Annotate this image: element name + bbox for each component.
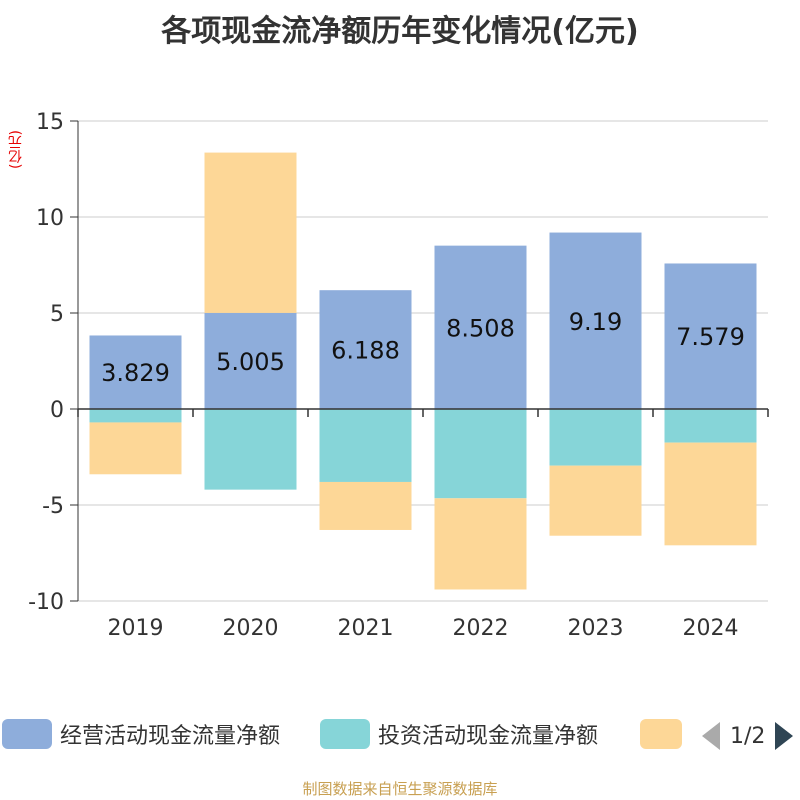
bar-operating xyxy=(434,245,527,409)
legend-item-financing[interactable] xyxy=(640,716,682,752)
legend-next-icon[interactable] xyxy=(775,722,794,750)
x-tick-label: 2024 xyxy=(683,616,739,641)
bar-financing xyxy=(319,481,412,530)
legend-prev-icon[interactable] xyxy=(702,722,720,750)
bar-operating xyxy=(549,232,642,409)
y-tick-label: 5 xyxy=(50,302,64,327)
bar-investing xyxy=(664,409,757,443)
bar-operating xyxy=(89,335,182,409)
legend-swatch-operating xyxy=(2,719,52,749)
bar-investing xyxy=(319,409,412,482)
bar-investing xyxy=(204,409,297,490)
data-label: 9.19 xyxy=(569,308,622,336)
bar-financing xyxy=(664,442,757,546)
y-tick-label: -10 xyxy=(28,590,64,615)
bar-financing xyxy=(204,152,297,313)
bar-chart: 15 10 5 0 -5 -10 3.829 2019 5.005 2020 6.188 2021 8.… xyxy=(28,110,769,641)
x-tick-label: 2023 xyxy=(568,616,624,641)
bar-operating xyxy=(664,263,757,409)
data-label: 6.188 xyxy=(331,337,400,365)
data-source-note: 制图数据来自恒生聚源数据库 xyxy=(302,780,498,798)
legend-swatch-financing xyxy=(640,719,682,749)
chart-title: 各项现金流净额历年变化情况(亿元) xyxy=(161,14,639,49)
bar-financing xyxy=(549,465,642,536)
y-tick-label: 0 xyxy=(50,398,64,423)
bar-operating xyxy=(319,290,412,409)
legend-page-indicator: 1/2 xyxy=(730,723,766,749)
y-tick-label: -5 xyxy=(42,494,64,519)
legend-label-investing: 投资活动现金流量净额 xyxy=(378,724,599,749)
legend-pager: 1/2 xyxy=(702,722,794,750)
bar-operating xyxy=(204,312,297,409)
y-tick-label: 10 xyxy=(36,206,64,231)
data-label: 3.829 xyxy=(101,359,170,387)
legend: 经营活动现金流量净额 投资活动现金流量净额 1/2 xyxy=(0,716,800,756)
data-label: 7.579 xyxy=(676,323,745,351)
legend-item-operating[interactable]: 经营活动现金流量净额 xyxy=(2,716,280,752)
bar-investing xyxy=(549,409,642,466)
y-tick-label: 15 xyxy=(36,110,64,135)
legend-swatch-investing xyxy=(320,719,370,749)
x-tick-label: 2019 xyxy=(108,616,164,641)
x-tick-label: 2022 xyxy=(453,616,509,641)
x-tick-label: 2021 xyxy=(338,616,394,641)
data-label: 5.005 xyxy=(216,348,285,376)
legend-item-investing[interactable]: 投资活动现金流量净额 xyxy=(320,716,598,752)
bar-investing xyxy=(89,409,182,423)
bar-investing xyxy=(434,409,527,499)
bar-financing xyxy=(434,498,527,590)
data-label: 8.508 xyxy=(446,314,515,342)
bar-financing xyxy=(89,422,182,475)
legend-label-operating: 经营活动现金流量净额 xyxy=(60,724,281,749)
x-tick-label: 2020 xyxy=(223,616,279,641)
